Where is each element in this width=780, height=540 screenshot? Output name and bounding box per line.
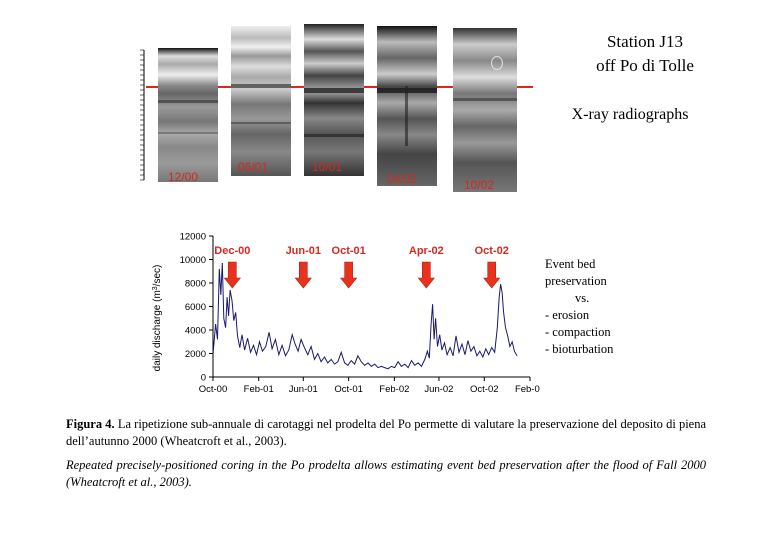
x-tick-label: Oct-02 <box>470 384 499 395</box>
discharge-series-line <box>212 262 518 370</box>
note-line: Event bed <box>545 257 596 271</box>
caption-english: Repeated precisely-positioned coring in … <box>66 458 706 489</box>
x-tick-label: Feb-02 <box>379 384 409 395</box>
xray-core-1 <box>158 48 218 182</box>
y-tick-label: 4000 <box>185 326 206 337</box>
event-arrow <box>223 261 241 289</box>
xray-core-strip: 12/00 06/01 10/01 04/02 10/02 <box>130 20 550 195</box>
event-arrow <box>483 261 501 289</box>
station-location: off Po di Tolle <box>596 56 694 75</box>
note-line: preservation <box>545 274 607 288</box>
core-date-label: 06/01 <box>238 160 269 174</box>
x-tick-label: Jun-01 <box>289 384 318 395</box>
y-tick-label: 6000 <box>185 302 206 313</box>
series-layer <box>212 262 518 370</box>
y-tick-label: 10000 <box>180 255 206 266</box>
y-tick-label: 0 <box>201 373 206 384</box>
x-tick-label: Jun-02 <box>424 384 453 395</box>
y-tick-label: 2000 <box>185 349 206 360</box>
xray-core-5 <box>453 28 517 192</box>
event-label: Dec-00 <box>214 245 250 257</box>
caption-figure-number: Figura 4. <box>66 417 115 431</box>
note-line: - compaction <box>545 325 611 339</box>
xray-core-3 <box>304 24 364 176</box>
core-date-label: 10/02 <box>464 178 495 192</box>
core-date-label: 12/00 <box>168 170 199 184</box>
note-line: - bioturbation <box>545 342 614 356</box>
station-name: Station J13 <box>606 32 684 51</box>
xray-radiographs-title: X-ray radiographs <box>571 106 689 123</box>
event-label: Oct-02 <box>475 245 509 257</box>
y-tick-label: 8000 <box>185 279 206 290</box>
station-title: Station J13 off Po di Tolle <box>560 30 730 78</box>
event-bed-note: Event bed preservation vs. - erosion - c… <box>545 256 613 358</box>
core-date-label: 10/01 <box>312 160 343 174</box>
figure-caption: Figura 4. La ripetizione sub-annuale di … <box>66 416 706 498</box>
event-arrow <box>417 261 435 289</box>
event-arrow <box>294 261 312 289</box>
event-label: Apr-02 <box>409 245 444 257</box>
event-arrow <box>340 261 358 289</box>
core-depth-scale <box>140 49 145 181</box>
annotation-layer: Dec-00 Jun-01 Oct-01 Apr-02 Oct-02 <box>214 245 509 289</box>
y-axis: 0 2000 4000 6000 8000 10000 12000 <box>180 232 214 384</box>
y-tick-label: 12000 <box>180 232 206 243</box>
event-label: Jun-01 <box>286 245 321 257</box>
discharge-chart: 0 2000 4000 6000 8000 10000 12000 Oct-00 Feb-01… <box>152 232 541 396</box>
y-axis-label: daily discharge (m3/sec) <box>152 265 164 372</box>
x-tick-label: Feb-03 <box>515 384 540 395</box>
note-line: vs. <box>575 291 590 305</box>
xray-core-2 <box>231 26 291 176</box>
caption-italian: Figura 4. La ripetizione sub-annuale di … <box>66 417 707 448</box>
xray-core-4 <box>377 26 437 186</box>
event-label: Oct-01 <box>332 245 366 257</box>
x-tick-label: Feb-01 <box>244 384 274 395</box>
x-tick-label: Oct-01 <box>334 384 363 395</box>
note-line: - erosion <box>545 308 590 322</box>
x-axis: Oct-00 Feb-01 Jun-01 Oct-01 Feb-02 Jun-02 Oct-… <box>199 376 540 395</box>
x-tick-label: Oct-00 <box>199 384 228 395</box>
core-date-label: 04/02 <box>387 172 418 186</box>
